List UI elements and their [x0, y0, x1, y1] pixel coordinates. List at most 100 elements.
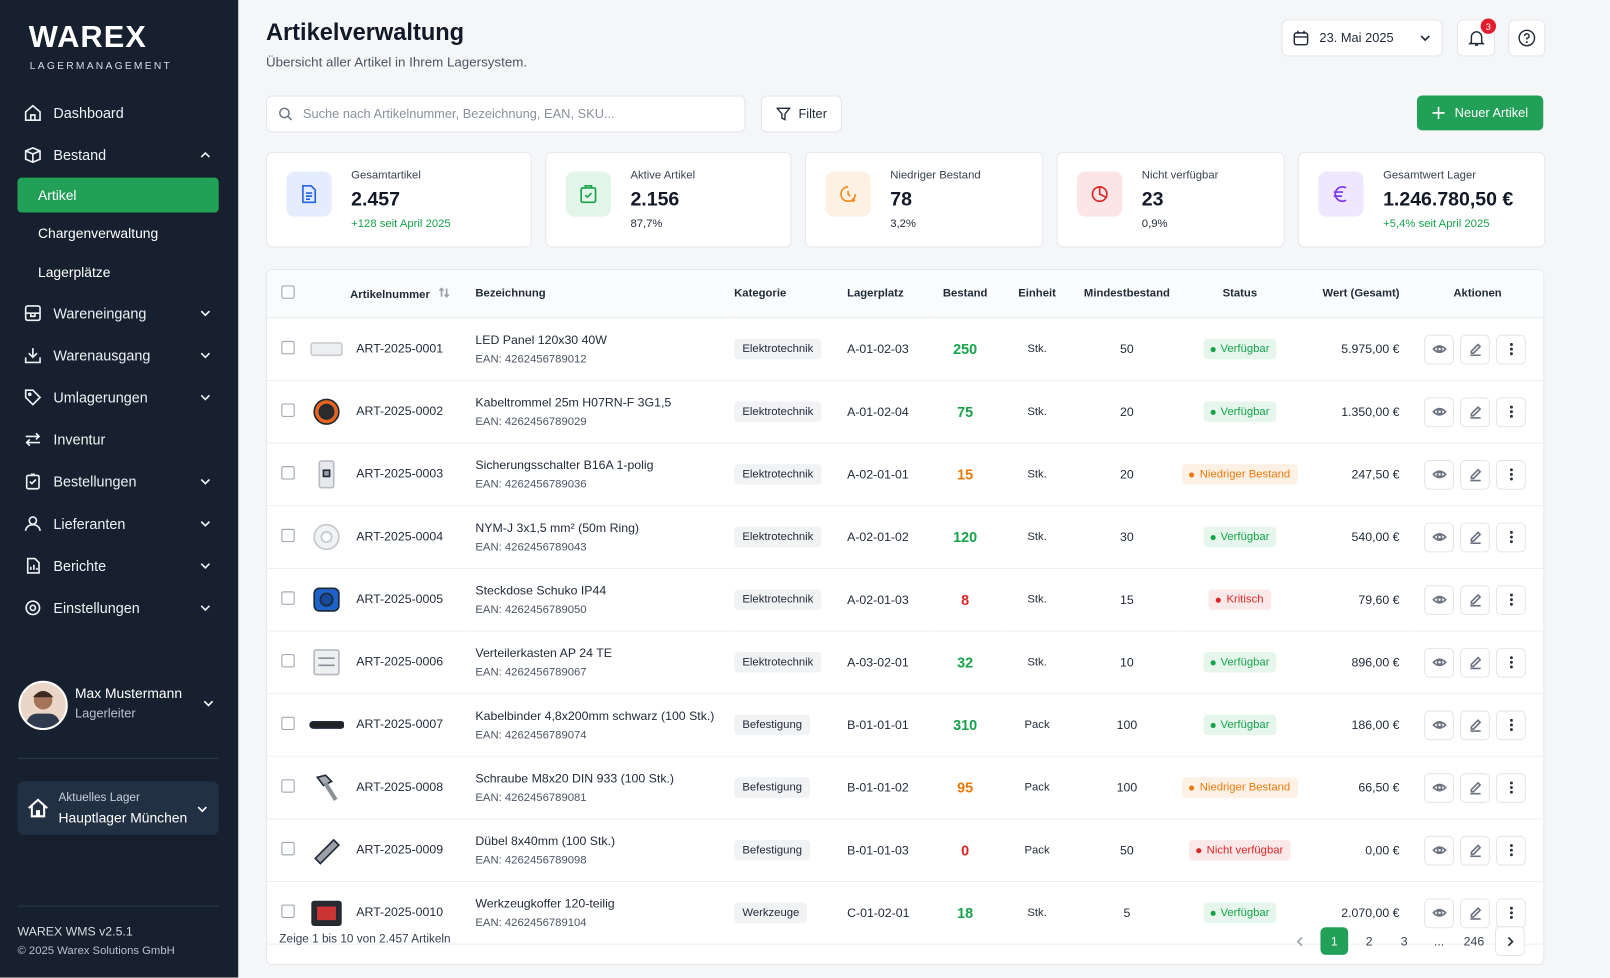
nav-subitem[interactable]: Lagerplätze [17, 255, 218, 290]
nav-item[interactable]: Warenausgang [0, 336, 238, 373]
plus-icon [1432, 106, 1445, 120]
article-number[interactable]: ART-2025-0010 [356, 904, 444, 920]
article-number[interactable]: ART-2025-0004 [356, 528, 444, 544]
nav-icon [26, 557, 40, 574]
min-stock-cell: 100 [1072, 756, 1181, 820]
view-button[interactable] [1424, 459, 1454, 490]
view-button[interactable] [1424, 897, 1454, 928]
filter-button[interactable]: Filter [760, 95, 842, 133]
nav-chevron [200, 394, 211, 401]
checkbox[interactable] [280, 466, 295, 480]
edit-button[interactable] [1460, 647, 1490, 678]
nav-item[interactable]: Bestellungen [0, 463, 238, 500]
checkbox[interactable] [280, 591, 295, 605]
divider [17, 905, 219, 907]
edit-button[interactable] [1460, 522, 1490, 552]
nav-item[interactable]: Berichte [0, 547, 238, 584]
more-button[interactable] [1496, 334, 1526, 364]
page-button[interactable]: 246 [1463, 933, 1485, 949]
checkbox[interactable] [280, 654, 295, 668]
page-subtitle: Übersicht aller Artikel in Ihrem Lagersy… [265, 54, 528, 70]
more-button[interactable] [1496, 396, 1526, 427]
action-icon [1469, 468, 1481, 482]
edit-button[interactable] [1460, 710, 1490, 740]
more-button[interactable] [1496, 584, 1526, 615]
page-button[interactable]: 2 [1365, 933, 1373, 949]
checkbox[interactable] [280, 841, 295, 856]
view-button[interactable] [1424, 584, 1454, 615]
article-number[interactable]: ART-2025-0005 [356, 591, 444, 606]
nav-item[interactable]: Lieferanten [0, 505, 238, 542]
view-button[interactable] [1424, 647, 1454, 678]
more-button[interactable] [1496, 710, 1526, 740]
nav-item[interactable]: Inventur [0, 420, 238, 457]
view-button[interactable] [1424, 772, 1454, 803]
user-menu-chevron[interactable] [202, 698, 214, 708]
help-icon [1518, 29, 1536, 47]
article-ean: EAN: 4262456789067 [475, 666, 587, 679]
stat-card: Niedriger Bestand 78 3,2% [805, 151, 1044, 248]
view-button[interactable] [1424, 835, 1454, 866]
nav-label: Bestand [53, 146, 107, 164]
edit-button[interactable] [1460, 835, 1490, 866]
new-article-button[interactable]: Neuer Artikel [1416, 95, 1544, 131]
edit-button[interactable] [1460, 772, 1490, 803]
nav-item[interactable]: Dashboard [0, 94, 238, 131]
article-number[interactable]: ART-2025-0007 [356, 716, 444, 732]
edit-button[interactable] [1460, 396, 1490, 427]
article-number[interactable]: ART-2025-0009 [356, 842, 444, 857]
page-button[interactable]: 3 [1400, 933, 1408, 949]
checkbox[interactable] [280, 403, 295, 417]
more-button[interactable] [1496, 835, 1526, 866]
view-button[interactable] [1424, 396, 1454, 427]
checkbox[interactable] [280, 779, 295, 793]
nav-item[interactable]: Bestand [0, 137, 238, 174]
edit-button[interactable] [1460, 897, 1490, 928]
article-number[interactable]: ART-2025-0008 [356, 779, 444, 794]
help-button[interactable] [1508, 19, 1546, 57]
edit-button[interactable] [1460, 459, 1490, 490]
more-button[interactable] [1496, 772, 1526, 803]
date-picker[interactable]: 23. Mai 2025 [1281, 19, 1443, 57]
article-number[interactable]: ART-2025-0006 [356, 654, 444, 669]
nav-icon [25, 599, 41, 615]
status-cell: Verfügbar [1180, 317, 1299, 381]
page-button[interactable]: ... [1433, 933, 1445, 949]
next-page[interactable] [1495, 926, 1525, 956]
nav-item[interactable]: Einstellungen [0, 589, 238, 626]
more-button[interactable] [1496, 897, 1526, 928]
warehouse-selector[interactable]: Aktuelles Lager Hauptlager München [17, 781, 219, 835]
nav-item[interactable]: Umlagerungen [0, 378, 238, 415]
search-input[interactable]: Suche nach Artikelnummer, Bezeichnung, E… [265, 95, 746, 133]
article-number[interactable]: ART-2025-0003 [356, 466, 444, 481]
more-button[interactable] [1496, 522, 1526, 552]
checkbox[interactable] [280, 528, 295, 543]
stock-cell: 8 [929, 568, 1002, 632]
column-header: Kategorie [733, 270, 847, 319]
view-button[interactable] [1424, 334, 1454, 364]
prev-page[interactable] [1286, 927, 1314, 955]
checkbox[interactable] [280, 340, 295, 355]
nav-item[interactable]: Wareneingang [0, 294, 238, 331]
article-number[interactable]: ART-2025-0002 [356, 403, 444, 419]
nav-subitem[interactable]: Artikel [17, 177, 219, 213]
article-number-cell: ART-2025-0004 [308, 505, 468, 569]
view-button[interactable] [1424, 522, 1454, 552]
page-button[interactable]: 1 [1320, 927, 1349, 955]
stock-cell: 250 [929, 317, 1002, 381]
view-button[interactable] [1424, 710, 1454, 740]
status-pill: Verfügbar [1203, 652, 1277, 673]
min-stock-cell: 5 [1072, 881, 1181, 945]
nav-icon [24, 104, 41, 121]
nav-subitem[interactable]: Chargenverwaltung [17, 216, 218, 251]
more-button[interactable] [1496, 459, 1526, 490]
edit-button[interactable] [1460, 584, 1490, 615]
checkbox[interactable] [280, 904, 295, 918]
checkbox[interactable] [280, 285, 295, 299]
notifications-button[interactable]: 3 [1457, 18, 1497, 57]
table-row: ART-2025-0004 NYM-J 3x1,5 mm² (50m Ring) E… [266, 505, 1544, 569]
checkbox[interactable] [280, 716, 295, 731]
edit-button[interactable] [1460, 334, 1490, 364]
article-number[interactable]: ART-2025-0001 [356, 341, 444, 356]
more-button[interactable] [1496, 647, 1526, 678]
